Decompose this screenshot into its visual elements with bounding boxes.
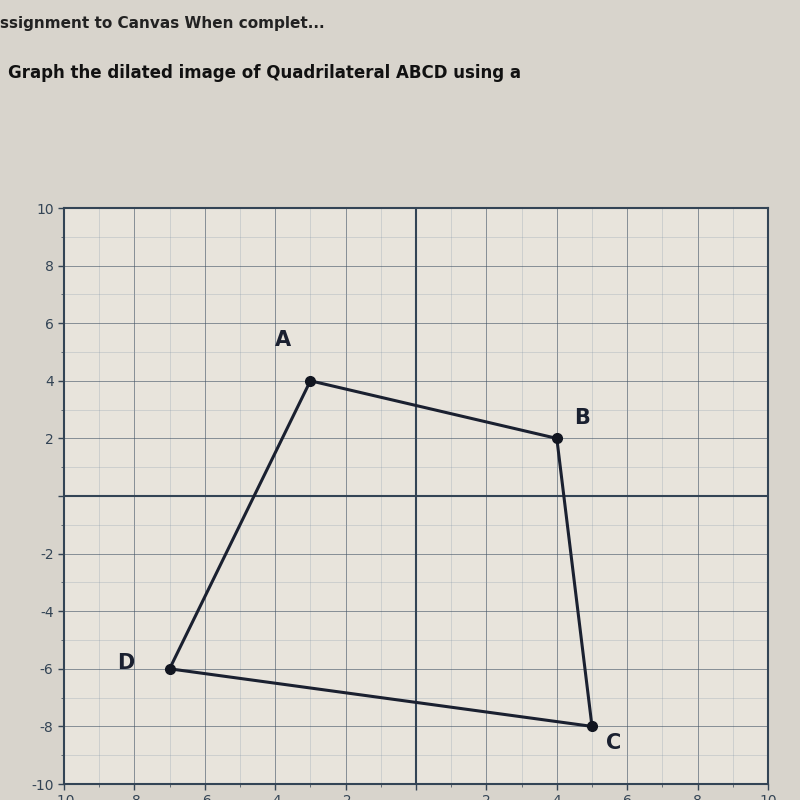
Text: D: D [117, 653, 134, 673]
Text: B: B [574, 408, 590, 428]
Text: Graph the dilated image of Quadrilateral ABCD using a: Graph the dilated image of Quadrilateral… [8, 64, 521, 82]
Text: ssignment to Canvas When complet...: ssignment to Canvas When complet... [0, 16, 325, 31]
Text: C: C [606, 734, 622, 754]
Text: A: A [275, 330, 291, 350]
